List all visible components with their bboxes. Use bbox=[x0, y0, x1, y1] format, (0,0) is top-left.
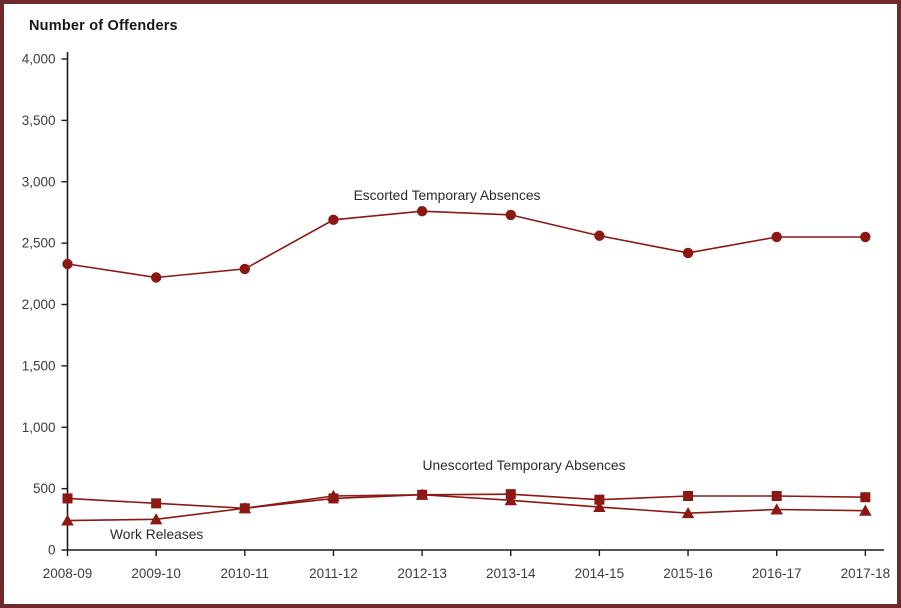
data-point-square bbox=[594, 494, 605, 505]
data-point-triangle bbox=[681, 506, 695, 519]
series-line-work-releases bbox=[67, 493, 866, 522]
series-label-work-releases: Work Releases bbox=[110, 527, 203, 542]
x-tick-label: 2008-09 bbox=[43, 566, 93, 581]
data-point-triangle bbox=[859, 504, 872, 516]
y-tick-label: 2,500 bbox=[22, 236, 56, 251]
data-point-square bbox=[328, 493, 339, 504]
data-point-triangle bbox=[61, 514, 74, 526]
data-point-circle bbox=[150, 272, 162, 283]
y-tick-label: 3,000 bbox=[22, 174, 56, 189]
series-line-unescorted-temporary-absences bbox=[67, 493, 866, 510]
data-point-square bbox=[860, 492, 871, 503]
data-point-circle bbox=[860, 231, 871, 243]
x-tick-label: 2014-15 bbox=[575, 566, 625, 581]
data-point-square bbox=[151, 498, 162, 509]
data-point-square bbox=[683, 490, 694, 501]
y-tick-label: 0 bbox=[48, 543, 56, 558]
y-tick-label: 500 bbox=[33, 481, 56, 496]
x-tick-label: 2013-14 bbox=[486, 566, 536, 581]
x-tick-label: 2010-11 bbox=[221, 566, 270, 581]
y-tick-label: 3,500 bbox=[22, 113, 56, 128]
y-tick-label: 1,000 bbox=[22, 420, 56, 435]
series-line-escorted-temporary-absences bbox=[67, 210, 866, 279]
data-point-circle bbox=[594, 230, 605, 241]
series-label-escorted-temporary-absences: Escorted Temporary Absences bbox=[354, 188, 541, 203]
x-tick-label: 2016-17 bbox=[752, 566, 802, 581]
data-point-triangle bbox=[149, 513, 163, 525]
data-point-square bbox=[62, 493, 73, 504]
data-point-triangle bbox=[770, 503, 783, 515]
data-point-circle bbox=[328, 214, 339, 226]
x-tick-label: 2015-16 bbox=[663, 566, 713, 581]
data-point-circle bbox=[682, 247, 694, 259]
data-point-circle bbox=[505, 209, 516, 221]
data-point-square bbox=[239, 503, 250, 514]
data-point-square bbox=[771, 490, 782, 501]
y-tick-label: 1,500 bbox=[22, 358, 56, 373]
y-tick-label: 4,000 bbox=[22, 52, 56, 67]
x-tick-label: 2011-12 bbox=[309, 566, 358, 581]
data-point-circle bbox=[239, 263, 250, 275]
data-point-circle bbox=[62, 258, 73, 270]
data-point-circle bbox=[771, 231, 782, 243]
data-point-triangle bbox=[504, 494, 517, 506]
data-point-triangle bbox=[593, 500, 606, 513]
data-point-square bbox=[417, 489, 428, 500]
offenders-line-chart: 0 500 1,000 1,500 2,000 2,500 3,000 3,500 4,000 2… bbox=[22, 52, 891, 582]
chart-title: Number of Offenders bbox=[29, 18, 178, 34]
y-tick-label: 2,000 bbox=[22, 297, 56, 312]
x-tick-label: 2012-13 bbox=[397, 566, 447, 581]
x-tick-label: 2017-18 bbox=[841, 566, 891, 581]
data-point-square bbox=[505, 489, 516, 500]
data-point-circle bbox=[416, 206, 428, 217]
series-label-unescorted-temporary-absences: Unescorted Temporary Absences bbox=[423, 458, 626, 473]
x-tick-label: 2009-10 bbox=[131, 566, 181, 581]
